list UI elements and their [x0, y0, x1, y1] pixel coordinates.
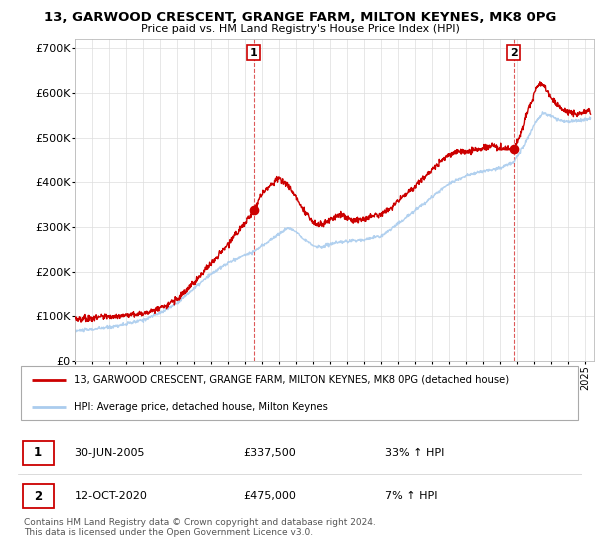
Text: HPI: Average price, detached house, Milton Keynes: HPI: Average price, detached house, Milt… [74, 402, 328, 412]
Text: £475,000: £475,000 [244, 491, 296, 501]
Text: 13, GARWOOD CRESCENT, GRANGE FARM, MILTON KEYNES, MK8 0PG (detached house): 13, GARWOOD CRESCENT, GRANGE FARM, MILTO… [74, 375, 509, 385]
Text: 2: 2 [34, 489, 42, 503]
Text: 12-OCT-2020: 12-OCT-2020 [74, 491, 147, 501]
Text: £337,500: £337,500 [244, 447, 296, 458]
FancyBboxPatch shape [23, 441, 53, 465]
Text: 2: 2 [510, 48, 518, 58]
Text: Price paid vs. HM Land Registry's House Price Index (HPI): Price paid vs. HM Land Registry's House … [140, 24, 460, 34]
Text: 1: 1 [34, 446, 42, 459]
Text: 30-JUN-2005: 30-JUN-2005 [74, 447, 145, 458]
FancyBboxPatch shape [23, 484, 53, 508]
Text: 7% ↑ HPI: 7% ↑ HPI [385, 491, 437, 501]
Text: 1: 1 [250, 48, 257, 58]
FancyBboxPatch shape [21, 366, 578, 421]
Text: 13, GARWOOD CRESCENT, GRANGE FARM, MILTON KEYNES, MK8 0PG: 13, GARWOOD CRESCENT, GRANGE FARM, MILTO… [44, 11, 556, 24]
Text: Contains HM Land Registry data © Crown copyright and database right 2024.
This d: Contains HM Land Registry data © Crown c… [24, 518, 376, 538]
Text: 33% ↑ HPI: 33% ↑ HPI [385, 447, 444, 458]
